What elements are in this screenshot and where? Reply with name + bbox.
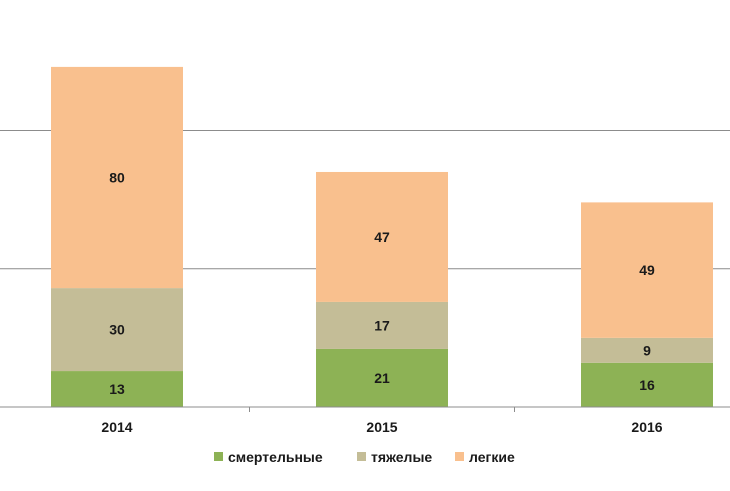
data-label-2014-series-2: 80 (109, 170, 125, 186)
data-label-2015-series-1: 17 (374, 317, 390, 333)
bar-segment-2016-series-2 (581, 202, 713, 338)
x-tick-label-2015: 2015 (366, 419, 397, 435)
legend-swatch-2 (455, 452, 464, 461)
x-tick-label-2016: 2016 (631, 419, 662, 435)
data-label-2014-series-1: 30 (109, 322, 125, 338)
data-labels: 13 30 80 21 17 47 16 9 49 (109, 170, 655, 398)
x-tick-label-2014: 2014 (101, 419, 132, 435)
legend-swatch-0 (214, 452, 223, 461)
bar-segment-2016-series-1 (581, 337, 713, 363)
data-label-2016-series-0: 16 (639, 377, 655, 393)
legend-swatch-1 (357, 452, 366, 461)
bar-segment-2014-series-2 (51, 66, 183, 289)
bar-segment-2015-series-0 (316, 348, 448, 407)
data-label-2016-series-1: 9 (643, 342, 651, 358)
bar-segment-2014-series-0 (51, 371, 183, 407)
bars (51, 66, 713, 407)
bar-segment-2016-series-0 (581, 362, 713, 407)
legend-label-0: смертельные (228, 449, 323, 465)
bar-segment-2014-series-1 (51, 288, 183, 372)
data-label-2014-series-0: 13 (109, 381, 125, 397)
bar-segment-2015-series-2 (316, 171, 448, 302)
data-label-2015-series-0: 21 (374, 370, 390, 386)
legend-label-2: легкие (469, 449, 515, 465)
data-label-2015-series-2: 47 (374, 229, 390, 245)
x-axis: 2014 2015 2016 (0, 406, 730, 435)
legend: смертельные тяжелые легкие (214, 449, 515, 465)
legend-label-1: тяжелые (371, 449, 432, 465)
data-label-2016-series-2: 49 (639, 262, 655, 278)
bar-segment-2015-series-1 (316, 301, 448, 349)
